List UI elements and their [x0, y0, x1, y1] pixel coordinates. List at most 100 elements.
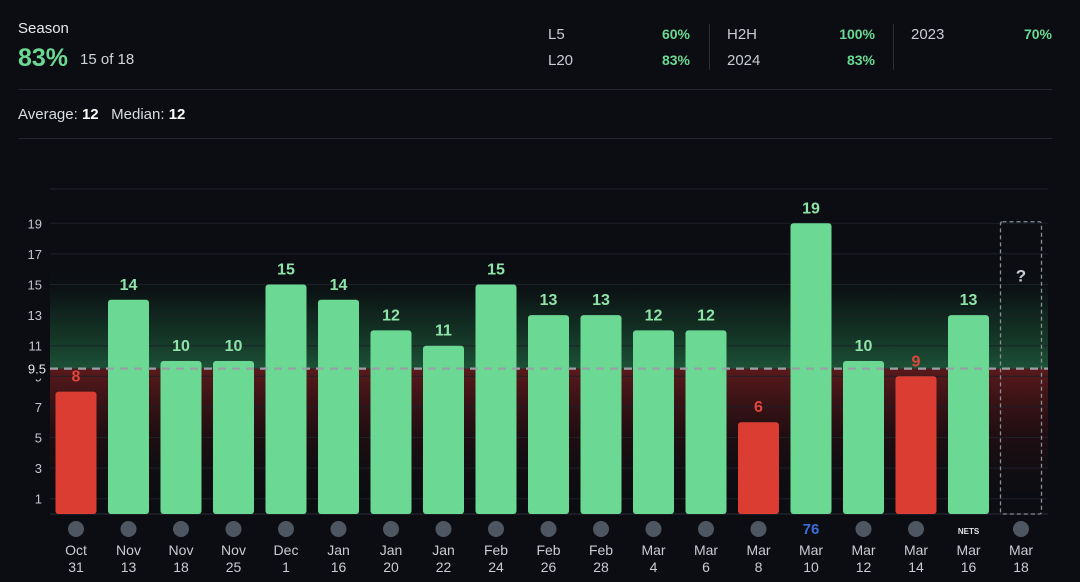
- threshold-line-label: 9.5: [28, 362, 46, 377]
- bar-value-label: 14: [330, 277, 348, 294]
- bar-value-label: 8: [72, 369, 81, 386]
- team-logo-pacers-icon: [698, 521, 714, 537]
- x-tick-month: Mar: [904, 542, 928, 558]
- team-logo-mark: [593, 521, 609, 537]
- bar-over[interactable]: [108, 299, 149, 514]
- x-tick-month: Mar: [1009, 542, 1033, 558]
- x-tick-month: Mar: [641, 542, 665, 558]
- team-logo-heat-icon: [540, 521, 557, 537]
- season-hit-count: 15 of 18: [80, 51, 135, 68]
- y-tick-label: 15: [28, 278, 42, 293]
- bar-over[interactable]: [318, 299, 359, 514]
- stat-2024-value: 83%: [846, 52, 875, 68]
- bar-over[interactable]: [213, 361, 254, 514]
- x-tick-month: Mar: [694, 542, 718, 558]
- bar-value-label: 12: [697, 307, 715, 324]
- bar-under[interactable]: [895, 376, 937, 514]
- bar-value-label: 13: [540, 292, 558, 309]
- x-tick-day: 16: [331, 559, 347, 575]
- y-tick-label: 5: [35, 431, 42, 446]
- average-value: 12: [81, 106, 99, 123]
- x-tick-month: Jan: [432, 542, 455, 558]
- team-logo-warriors-icon: [173, 521, 189, 537]
- team-logo-mark: [435, 521, 452, 537]
- bar-over[interactable]: [948, 315, 989, 514]
- y-tick-label: 19: [28, 216, 42, 231]
- pending-value-label: ?: [1016, 266, 1026, 285]
- bar-over[interactable]: [265, 284, 307, 515]
- team-logo-mark: [698, 521, 714, 537]
- x-tick-month: Jan: [380, 542, 403, 558]
- stat-l5-value: 60%: [661, 26, 690, 42]
- x-tick-month: Mar: [746, 542, 770, 558]
- average-median-row: Average: 12 Median: 12: [18, 106, 185, 123]
- median-value: 12: [168, 106, 186, 123]
- x-tick-day: 14: [908, 559, 924, 575]
- team-logo-rockets-icon: [120, 521, 137, 537]
- bar-value-label: 15: [487, 262, 505, 279]
- x-tick-day: 20: [383, 559, 399, 575]
- bar-over[interactable]: [528, 315, 569, 514]
- team-logo-suns-icon: [68, 521, 84, 537]
- team-logo-76ers-icon: 76: [803, 521, 820, 538]
- x-tick-month: Nov: [169, 542, 194, 558]
- bar-over[interactable]: [580, 315, 622, 514]
- x-tick-day: 18: [1013, 559, 1029, 575]
- x-tick-day: 26: [541, 559, 557, 575]
- bar-value-label: 12: [382, 307, 400, 324]
- bar-under[interactable]: [55, 391, 97, 514]
- stat-l20-value: 83%: [661, 52, 690, 68]
- bar-over[interactable]: [843, 361, 884, 514]
- team-logo-bucks-icon: [645, 521, 662, 537]
- pending-bar-placeholder: [999, 221, 1043, 515]
- bar-value-label: 11: [435, 323, 452, 340]
- x-tick-day: 22: [436, 559, 452, 575]
- y-tick-label: 11: [29, 339, 43, 354]
- stat-h2h: H2H 100%: [727, 26, 875, 43]
- stat-divider: [893, 24, 894, 70]
- stat-divider: [709, 24, 710, 70]
- team-logo-thunder-icon: [593, 521, 609, 537]
- team-logo-mark: [855, 521, 872, 537]
- team-logo-heat-icon: [488, 521, 504, 537]
- x-tick-day: 4: [650, 559, 658, 575]
- team-logo-mark: [540, 521, 557, 537]
- x-tick-month: Dec: [274, 542, 299, 558]
- median-label: Median:: [111, 106, 165, 123]
- team-logo-nuggets-icon: [278, 521, 294, 537]
- average-label: Average:: [18, 106, 78, 123]
- bar-value-label: 19: [802, 200, 820, 217]
- team-logo-pacers-icon: [750, 521, 767, 537]
- stat-h2h-value: 100%: [839, 26, 875, 42]
- team-logo-blazers-icon: [330, 521, 347, 537]
- bar-over[interactable]: [160, 361, 202, 514]
- team-logo-mark: [908, 521, 924, 537]
- bar-over[interactable]: [370, 330, 412, 514]
- team-logo-celtics-icon: [435, 521, 452, 537]
- team-logo-mark: [225, 521, 242, 537]
- team-logo-hornets-icon: [1013, 521, 1029, 537]
- team-logo-celtics-icon: [225, 521, 242, 537]
- bar-value-label: 10: [855, 338, 873, 355]
- x-tick-month: Oct: [65, 542, 87, 558]
- x-tick-day: 8: [755, 559, 763, 575]
- bar-value-label: 10: [225, 338, 243, 355]
- stat-l5: L5 60%: [548, 26, 690, 43]
- y-tick-label: 7: [35, 400, 42, 415]
- x-tick-day: 24: [488, 559, 504, 575]
- bar-under[interactable]: [738, 422, 779, 514]
- bar-value-label: 6: [754, 399, 763, 416]
- stat-h2h-label: H2H: [727, 26, 758, 43]
- team-logo-nets-icon: NETS: [958, 527, 980, 536]
- team-logo-glyph: 76: [803, 521, 820, 538]
- x-tick-day: 10: [803, 559, 819, 575]
- team-logo-hornets-icon: [855, 521, 872, 537]
- bar-over[interactable]: [475, 284, 517, 515]
- bar-over[interactable]: [423, 345, 464, 514]
- x-tick-day: 18: [173, 559, 189, 575]
- bar-over[interactable]: [633, 330, 674, 514]
- bar-over[interactable]: [685, 330, 727, 514]
- threshold-label-bg: [20, 358, 50, 379]
- x-tick-day: 1: [282, 559, 290, 575]
- team-logo-mark: [330, 521, 347, 537]
